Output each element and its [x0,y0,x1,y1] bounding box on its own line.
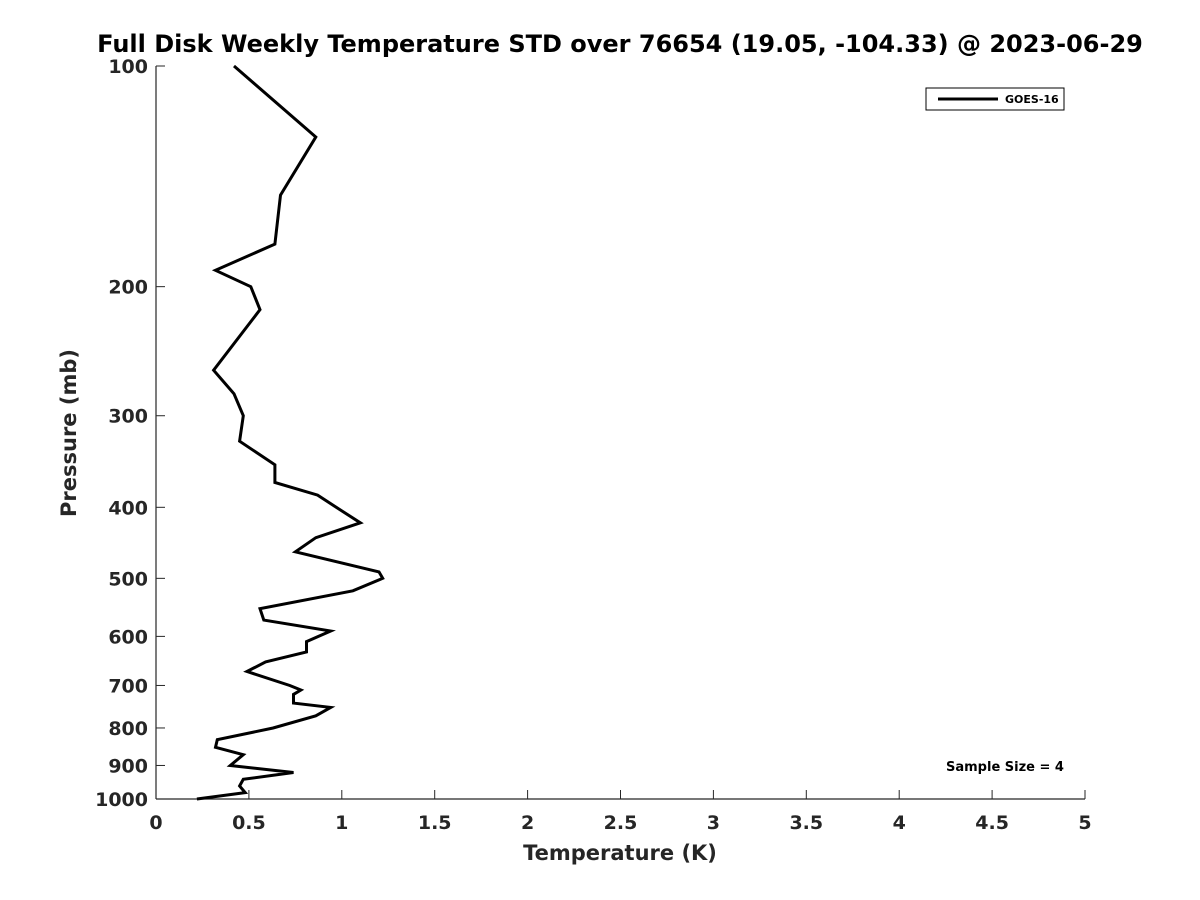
x-tick-label: 2 [521,812,534,834]
chart-title: Full Disk Weekly Temperature STD over 76… [97,30,1143,58]
tick-marks: 0 0.5 1 1.5 2 2.5 3 3.5 4 4.5 5 100 200 300 400 500 600 7… [95,56,1092,834]
y-tick-label: 800 [108,718,148,740]
legend-label-goes-16: GOES-16 [1005,93,1059,106]
y-tick-label: 100 [108,56,148,78]
x-tick-label: 3 [707,812,720,834]
y-tick-label: 600 [108,626,148,648]
y-tick-label: 300 [108,406,148,428]
x-axis-label: Temperature (K) [523,841,717,865]
x-tick-label: 1 [335,812,348,834]
y-tick-label: 900 [108,755,148,777]
y-axis-label: Pressure (mb) [57,349,81,517]
x-tick-label: 1.5 [418,812,452,834]
y-tick-label: 1000 [95,789,148,811]
sample-size-annotation: Sample Size = 4 [946,760,1064,775]
series-line-goes-16 [196,64,385,801]
x-tick-label: 0.5 [232,812,266,834]
y-tick-label: 500 [108,568,148,590]
x-tick-label: 4 [893,812,906,834]
x-tick-label: 0 [149,812,162,834]
x-tick-label: 4.5 [975,812,1009,834]
y-tick-label: 700 [108,675,148,697]
y-tick-label: 400 [108,497,148,519]
x-tick-label: 3.5 [789,812,823,834]
series-layer [196,64,385,801]
y-tick-label: 200 [108,277,148,299]
x-tick-label: 2.5 [604,812,638,834]
legend: GOES-16 [925,87,1065,111]
x-tick-label: 5 [1078,812,1091,834]
